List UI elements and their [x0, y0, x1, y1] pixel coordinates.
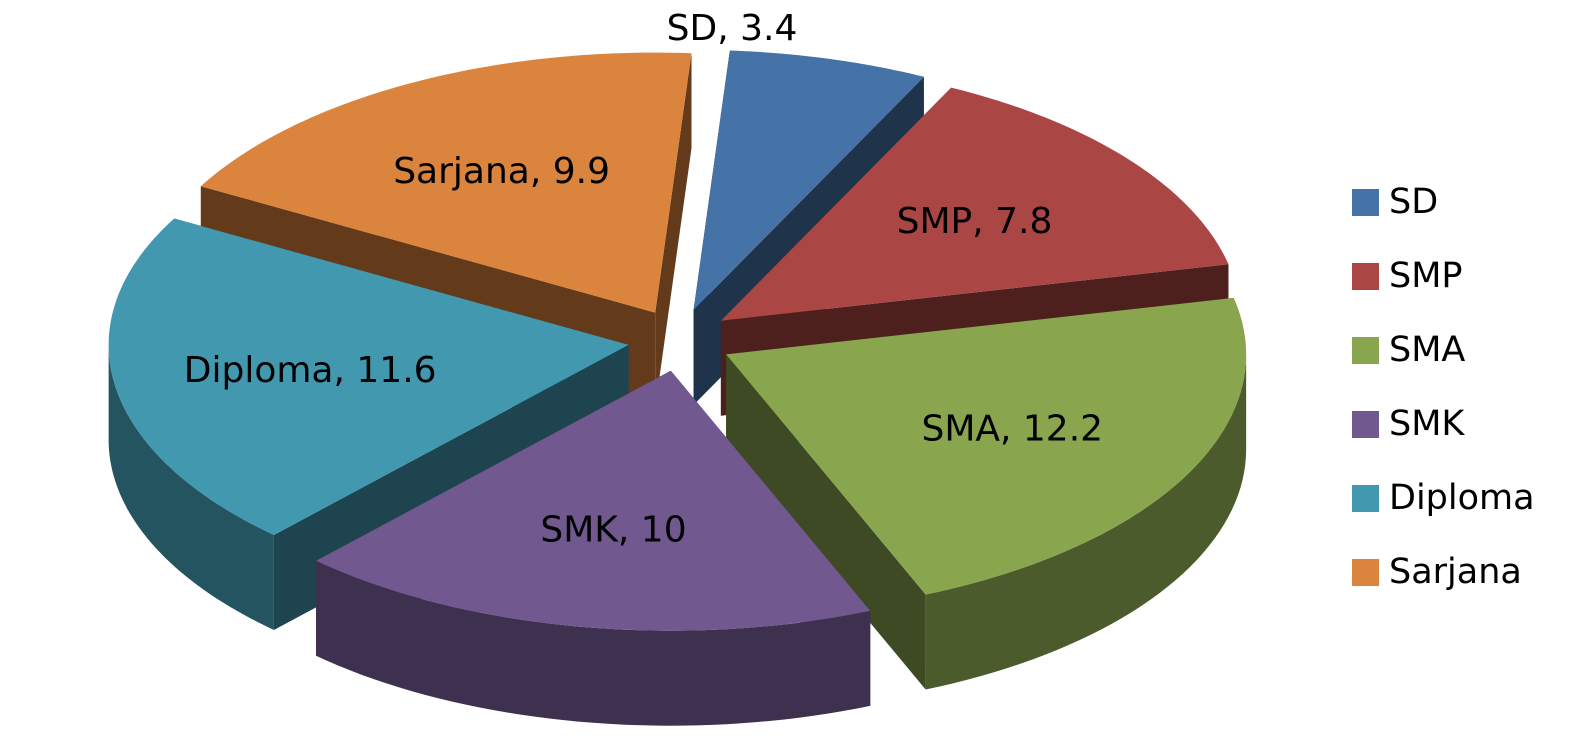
- legend-item-sma: SMA: [1352, 331, 1567, 405]
- legend-label-smp: SMP: [1389, 256, 1463, 296]
- slice-outer-wall-sma: [925, 354, 1247, 690]
- data-label-smk: SMK, 10: [540, 509, 686, 550]
- data-labels-layer: SD, 3.4 SMP, 7.8 SMA, 12.2 SMK, 10 Diploma, …: [184, 8, 1103, 550]
- slices-layer: [108, 50, 1247, 726]
- data-label-sarjana: Sarjana, 9.9: [393, 151, 610, 192]
- legend-swatch-sma: [1352, 337, 1379, 364]
- data-label-sma: SMA, 12.2: [921, 409, 1103, 450]
- legend-swatch-smk: [1352, 411, 1379, 438]
- slice-top-smp: [720, 87, 1229, 321]
- legend-label-smk: SMK: [1389, 404, 1465, 444]
- slice-wall-end-sarjana: [655, 53, 692, 408]
- legend-swatch-diploma: [1352, 485, 1379, 512]
- legend-item-smp: SMP: [1352, 257, 1567, 331]
- legend-item-sd: SD: [1352, 183, 1567, 257]
- legend-swatch-sd: [1352, 189, 1379, 216]
- data-label-smp: SMP, 7.8: [897, 201, 1053, 242]
- slice-outer-wall-smk: [316, 560, 871, 726]
- slice-top-diploma: [108, 218, 629, 535]
- data-label-sd: SD, 3.4: [667, 8, 798, 49]
- data-label-diploma: Diploma, 11.6: [184, 350, 437, 391]
- legend-item-sarjana: Sarjana: [1352, 553, 1567, 627]
- pie-slice-sma: [726, 297, 1247, 690]
- slice-top-sd: [693, 50, 924, 310]
- pie-slice-smk: [316, 370, 871, 726]
- slice-top-sarjana: [200, 52, 692, 313]
- legend-label-sd: SD: [1389, 182, 1439, 222]
- legend-label-sma: SMA: [1389, 330, 1466, 370]
- slice-wall-end-sma: [726, 354, 926, 690]
- legend-label-diploma: Diploma: [1389, 478, 1535, 518]
- slice-outer-wall-diploma: [108, 344, 274, 630]
- legend: SD SMP SMA SMK Diploma Sarjana: [1352, 183, 1567, 627]
- slice-top-sma: [726, 297, 1247, 595]
- legend-item-smk: SMK: [1352, 405, 1567, 479]
- legend-swatch-sarjana: [1352, 559, 1379, 586]
- legend-swatch-smp: [1352, 263, 1379, 290]
- legend-item-diploma: Diploma: [1352, 479, 1567, 553]
- legend-label-sarjana: Sarjana: [1389, 552, 1522, 592]
- slice-top-smk: [316, 370, 871, 631]
